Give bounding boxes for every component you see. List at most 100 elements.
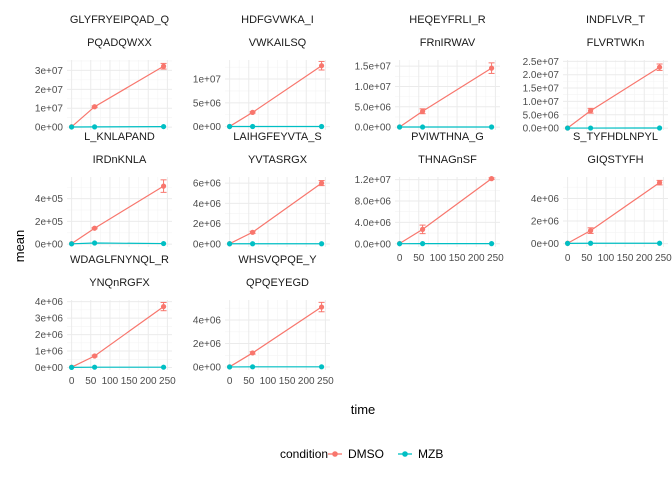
facet-title-secondary: THNAGnSF [418,154,477,166]
y-tick-label: 0e+00 [193,239,222,250]
panel-p7: PVIWTHNA_G THNAGnSF 0.0e+00 4.0e+06 8.0e+06 1… [355,131,505,264]
series-line-dmso [567,182,660,244]
x-tick-label: 0 [227,376,233,387]
data-point-dmso [249,109,256,115]
facet-title-secondary: GIQSTYFH [587,154,643,166]
legend-key-mzb [398,451,412,457]
series-line-dmso [229,306,322,368]
x-tick-label: 250 [159,376,176,387]
y-tick-label: 8.0e+06 [355,197,392,208]
data-point-mzb [226,123,233,130]
y-tick-label: 4e+06 [193,316,222,327]
data-point-mzb [249,241,256,247]
data-point-mzb [68,124,75,130]
panel-p4: INDFLVR_T FLVRTWKn 0.0e+00 5.0e+06 1.0e+07 1.… [523,14,668,135]
x-tick-label: 50 [243,376,255,387]
panel-p10: WHSVQPQE_Y QPQEYEGD 0e+00 2e+06 4e+06 0 50 100 1… [193,254,334,387]
data-point-mzb [488,241,495,247]
panel-p1: GLYFRYEIPQAD_Q PQADQWXX 0e+00 1e+07 2e+07 3e+… [35,14,172,134]
data-point-dmso [419,108,426,114]
facet-title-primary: LAIHGFEYVTA_S [233,131,321,143]
y-tick-label: 1.5e+07 [355,62,392,73]
data-point-dmso [249,350,256,356]
x-tick-label: 150 [121,376,138,387]
panel-p8: S_TYFHDLNPYL GIQSTYFH 0e+00 2e+06 4e+06 0 50 10… [531,131,672,264]
data-point-mzb [249,123,256,130]
y-tick-label: 0.0e+00 [523,124,560,135]
y-tick-label: 0.0e+00 [355,123,392,134]
y-tick-label: 1.2e+07 [355,175,392,186]
data-point-dmso [249,229,256,235]
data-point-mzb [419,124,426,130]
panel-p6: LAIHGFEYVTA_S YVTASRGX 0e+00 2e+06 4e+06 6e+0… [193,131,330,250]
y-tick-label: 5e+06 [193,98,222,109]
y-tick-label: 1e+07 [193,75,222,86]
x-tick-label: 100 [260,376,277,387]
x-tick-label: 50 [413,253,425,264]
x-tick-label: 150 [617,253,634,264]
data-point-mzb [226,364,233,370]
x-tick-label: 200 [298,376,315,387]
y-tick-label: 0e+00 [35,123,64,134]
facet-title-primary: PVIWTHNA_G [411,131,484,143]
data-point-dmso [488,65,495,71]
y-tick-label: 5.0e+06 [355,102,392,113]
data-point-dmso [587,108,594,114]
y-tick-label: 1e+06 [35,347,64,358]
x-tick-label: 200 [140,376,157,387]
facet-title-primary: S_TYFHDLNPYL [573,131,658,143]
y-tick-label: 1.0e+07 [355,82,392,93]
x-tick-label: 200 [636,253,653,264]
y-tick-label: 0e+00 [193,363,222,374]
data-point-mzb [656,125,663,131]
facet-title-primary: HEQEYFRLI_R [409,14,485,26]
data-point-mzb [160,364,167,370]
x-tick-label: 50 [581,253,593,264]
x-tick-label: 100 [430,253,447,264]
data-point-mzb [564,125,571,131]
facet-title-secondary: IRDnKNLA [93,154,147,166]
facet-panels: GLYFRYEIPQAD_Q PQADQWXX 0e+00 1e+07 2e+07 3e+… [35,14,672,387]
data-point-dmso [160,63,167,69]
y-tick-label: 4e+06 [531,194,560,205]
y-tick-label: 0e+00 [193,122,222,133]
facet-title-primary: WHSVQPQE_Y [238,254,317,266]
y-tick-label: 4.0e+06 [355,218,392,229]
x-tick-label: 50 [85,376,97,387]
data-point-mzb [226,241,233,247]
series-line-dmso [399,178,492,245]
facet-title-secondary: QPQEYEGD [246,277,309,289]
y-tick-label: 0.0e+00 [355,239,392,250]
y-tick-label: 0e+00 [531,239,560,250]
series-line-dmso [567,66,660,129]
data-point-dmso [318,180,325,186]
facet-title-primary: WDAGLFNYNQL_R [70,254,169,266]
panel-p9: WDAGLFNYNQL_R YNQnRGFX 0e+00 1e+06 2e+06 3e+0… [35,254,176,387]
y-tick-label: 2.5e+07 [523,57,560,68]
data-point-mzb [318,241,325,247]
facet-title-primary: GLYFRYEIPQAD_Q [70,14,170,26]
y-tick-label: 2e+06 [531,217,560,228]
data-point-mzb [318,364,325,370]
y-tick-label: 2e+06 [193,339,222,350]
facet-title-secondary: FLVRTWKn [587,37,645,49]
x-tick-label: 0 [565,253,571,264]
x-tick-label: 150 [279,376,296,387]
legend-label-dmso: DMSO [348,447,384,461]
x-tick-label: 250 [317,376,334,387]
legend-key-point [402,451,408,457]
series-line-mzb [71,242,164,245]
legend-label-mzb: MZB [418,447,443,461]
series-line-dmso [71,306,164,368]
data-point-mzb [587,125,594,131]
x-axis-title: time [351,402,376,417]
y-tick-label: 5.0e+06 [523,110,560,121]
data-point-mzb [587,240,594,246]
facet-title-primary: HDFGVWKA_I [241,14,314,26]
data-point-dmso [419,226,426,232]
series-line-dmso [229,65,322,127]
y-tick-label: 0e+00 [35,363,64,374]
legend-title: condition [280,447,328,461]
y-tick-label: 1.0e+07 [523,97,560,108]
